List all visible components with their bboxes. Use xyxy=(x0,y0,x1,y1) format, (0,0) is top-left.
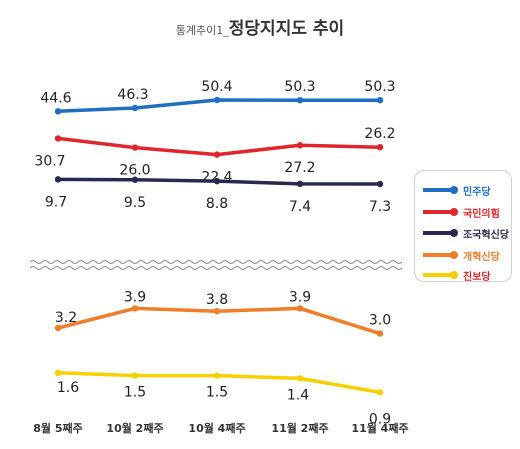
data-point xyxy=(131,176,139,183)
data-label: 50.3 xyxy=(284,79,315,95)
series-1: 44.6 46.3 50.4 50.3 50.3 xyxy=(40,79,396,115)
data-label: 3.0 xyxy=(369,313,391,329)
data-point xyxy=(296,142,304,149)
data-point xyxy=(213,151,221,158)
data-point xyxy=(131,144,139,151)
x-tick-label: 11월 4째주 xyxy=(351,421,408,435)
series-3: 9.7 9.5 8.8 7.4 7.3 xyxy=(45,176,391,215)
data-point xyxy=(376,96,384,104)
series-4: 3.2 3.9 3.8 3.9 3.0 xyxy=(54,289,391,337)
data-label: 26.0 xyxy=(119,163,150,179)
data-label: 27.2 xyxy=(284,160,315,176)
data-point xyxy=(54,135,62,142)
x-tick-label: 10월 2째주 xyxy=(106,421,163,435)
data-point xyxy=(213,177,221,185)
data-point xyxy=(376,180,384,188)
x-tick-label: 8월 5째주 xyxy=(33,421,83,435)
legend-label: 개혁신당 xyxy=(463,251,500,263)
data-point xyxy=(54,324,62,332)
data-point xyxy=(296,96,304,104)
chart-title: 통계추이1_정당지지도 추이 xyxy=(0,14,520,39)
data-point xyxy=(296,305,304,312)
data-label: 1.4 xyxy=(287,387,309,403)
legend-item: 조국혁신당 xyxy=(423,224,509,242)
data-label: 7.3 xyxy=(369,199,391,215)
legend-label: 조국혁신당 xyxy=(463,229,509,241)
axis-break xyxy=(29,260,403,270)
data-point xyxy=(54,176,62,183)
data-point xyxy=(376,143,384,151)
data-label: 30.7 xyxy=(34,153,65,169)
data-label: 3.9 xyxy=(124,289,146,305)
data-label: 1.5 xyxy=(206,385,228,401)
legend-label: 국민의힘 xyxy=(463,208,500,220)
chart-title-prefix: 통계추이1_ xyxy=(175,24,229,37)
legend-swatch xyxy=(423,229,458,237)
data-point xyxy=(213,308,221,315)
data-label: 3.8 xyxy=(206,292,228,308)
data-label: 50.3 xyxy=(364,79,395,95)
legend-swatch xyxy=(423,271,458,279)
series-2: 30.726.0 22.427.226.2 xyxy=(34,126,395,185)
legend-swatch xyxy=(423,251,458,259)
data-point xyxy=(376,389,384,396)
data-point xyxy=(54,369,62,376)
legend-swatch xyxy=(423,208,458,216)
legend-label: 민주당 xyxy=(463,186,491,198)
legend-item: 민주당 xyxy=(423,181,509,199)
data-point xyxy=(296,180,304,188)
data-label: 0.9 xyxy=(369,411,391,427)
data-point xyxy=(296,375,304,382)
data-label: 3.9 xyxy=(289,289,311,305)
data-label: 7.4 xyxy=(289,199,311,215)
data-label: 9.5 xyxy=(124,195,146,211)
data-label: 26.2 xyxy=(364,126,395,142)
legend-label: 진보당 xyxy=(463,271,491,283)
data-label: 8.8 xyxy=(206,196,228,212)
x-tick-label: 10월 4째주 xyxy=(188,421,245,435)
data-label: 44.6 xyxy=(40,90,71,106)
legend-item: 개혁신당 xyxy=(423,246,509,264)
data-point xyxy=(213,96,221,104)
data-label: 3.2 xyxy=(55,310,77,326)
data-point xyxy=(54,108,62,115)
data-point xyxy=(376,330,384,337)
data-point xyxy=(131,372,139,379)
data-point xyxy=(213,372,221,379)
data-point xyxy=(131,104,139,112)
legend-item: 진보당 xyxy=(423,266,509,284)
legend-item: 국민의힘 xyxy=(423,203,509,221)
chart-title-main: 정당지지도 추이 xyxy=(228,19,345,39)
legend-swatch xyxy=(423,186,458,194)
data-label: 1.6 xyxy=(57,380,79,396)
data-label: 9.7 xyxy=(45,194,67,210)
data-label: 50.4 xyxy=(201,79,232,95)
data-label: 1.5 xyxy=(124,385,146,401)
series-5: 1.6 1.5 1.5 1.4 0.9 xyxy=(54,369,391,427)
data-point xyxy=(131,305,139,312)
data-label: 46.3 xyxy=(117,87,148,103)
x-tick-label: 11월 2째주 xyxy=(271,421,328,435)
